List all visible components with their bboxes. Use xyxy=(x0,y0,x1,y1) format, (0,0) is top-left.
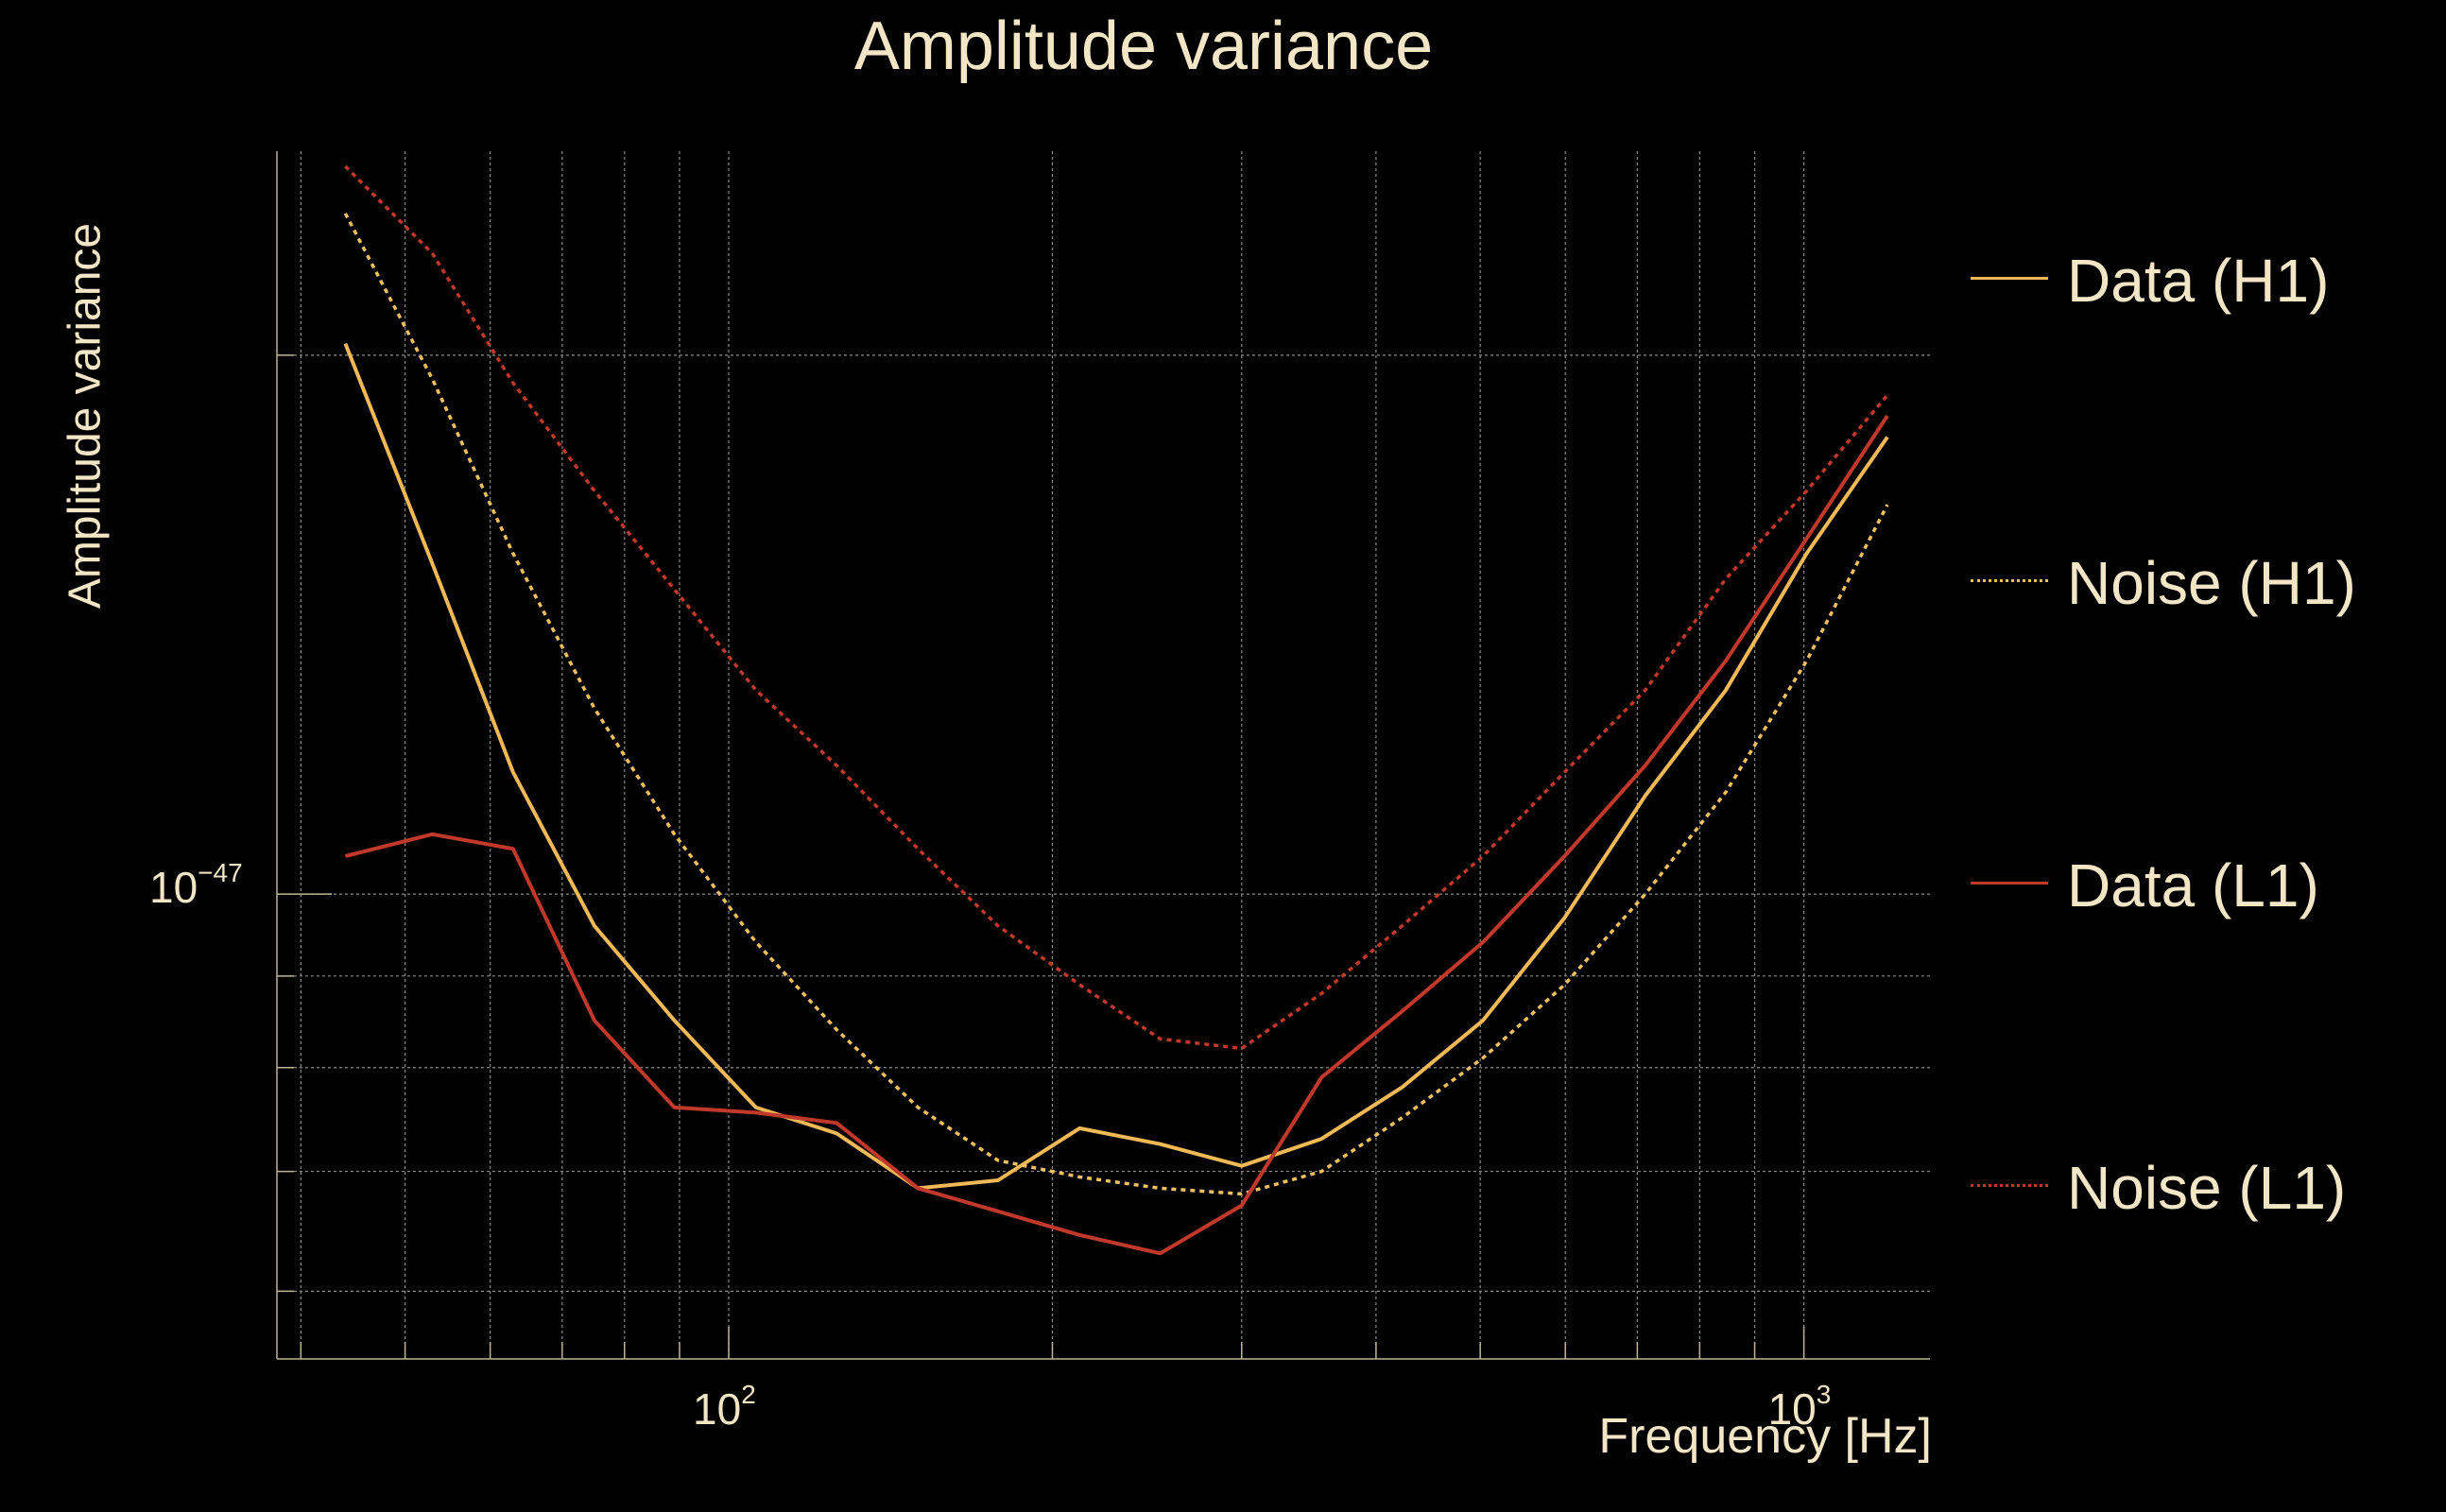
legend-swatch xyxy=(1971,277,2048,280)
legend-label: Data (L1) xyxy=(2067,851,2319,919)
legend-label: Noise (L1) xyxy=(2067,1154,2347,1222)
legend-item: Data (L1) xyxy=(1971,841,2424,926)
chart-title: Amplitude variance xyxy=(853,9,1434,84)
legend-item: Noise (H1) xyxy=(1971,539,2424,624)
legend-swatch xyxy=(1971,1184,2048,1187)
series-line-noise-h1 xyxy=(343,213,1889,1196)
x-tick-label: 103 xyxy=(1767,1380,1832,1434)
legend-swatch xyxy=(1971,579,2048,582)
x-axis-label: Frequency [Hz] xyxy=(1598,1409,1932,1464)
legend-label: Noise (H1) xyxy=(2067,549,2356,617)
legend-item: Data (H1) xyxy=(1971,236,2424,321)
series-line-data-l1 xyxy=(344,414,1889,1256)
legend-item: Noise (L1) xyxy=(1971,1143,2424,1228)
legend-label: Data (H1) xyxy=(2067,247,2330,315)
y-tick-label: 10−47 xyxy=(149,858,243,913)
series-line-noise-l1 xyxy=(344,164,1889,1051)
x-tick-label: 102 xyxy=(693,1380,756,1434)
legend-swatch xyxy=(1971,882,2048,885)
series-line-data-h1 xyxy=(343,342,1889,1191)
